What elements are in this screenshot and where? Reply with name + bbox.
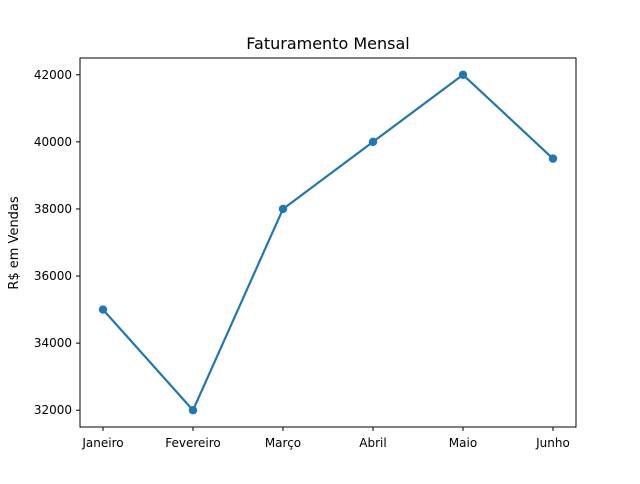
data-point: [548, 154, 558, 163]
x-tick-label: Abril: [359, 436, 386, 450]
y-tick-label: 38000: [34, 202, 72, 216]
series-line: [102, 73, 554, 412]
x-tick-label: Março: [265, 436, 301, 450]
data-point: [458, 70, 468, 79]
y-axis-label: R$ em Vendas: [7, 196, 22, 290]
data-point: [98, 305, 108, 314]
x-tick-label: Maio: [449, 436, 477, 450]
y-tick-label: 36000: [34, 269, 72, 283]
data-point: [188, 406, 198, 415]
x-tick-label: Fevereiro: [165, 436, 221, 450]
y-tick-label: 34000: [34, 336, 72, 350]
x-tick-label: Janeiro: [81, 436, 123, 450]
y-tick-label: 42000: [34, 68, 72, 82]
y-tick-label: 40000: [34, 135, 72, 149]
data-point: [368, 137, 378, 147]
plot-area: 32000 34000 36000 38000 40000 42000 Janeiro Fev…: [34, 57, 577, 450]
y-tick-label: 32000: [34, 403, 72, 417]
axes-frame: [79, 57, 577, 428]
data-point: [278, 204, 288, 214]
chart-title: Faturamento Mensal: [246, 34, 409, 53]
x-tick-label: Junho: [535, 436, 570, 450]
